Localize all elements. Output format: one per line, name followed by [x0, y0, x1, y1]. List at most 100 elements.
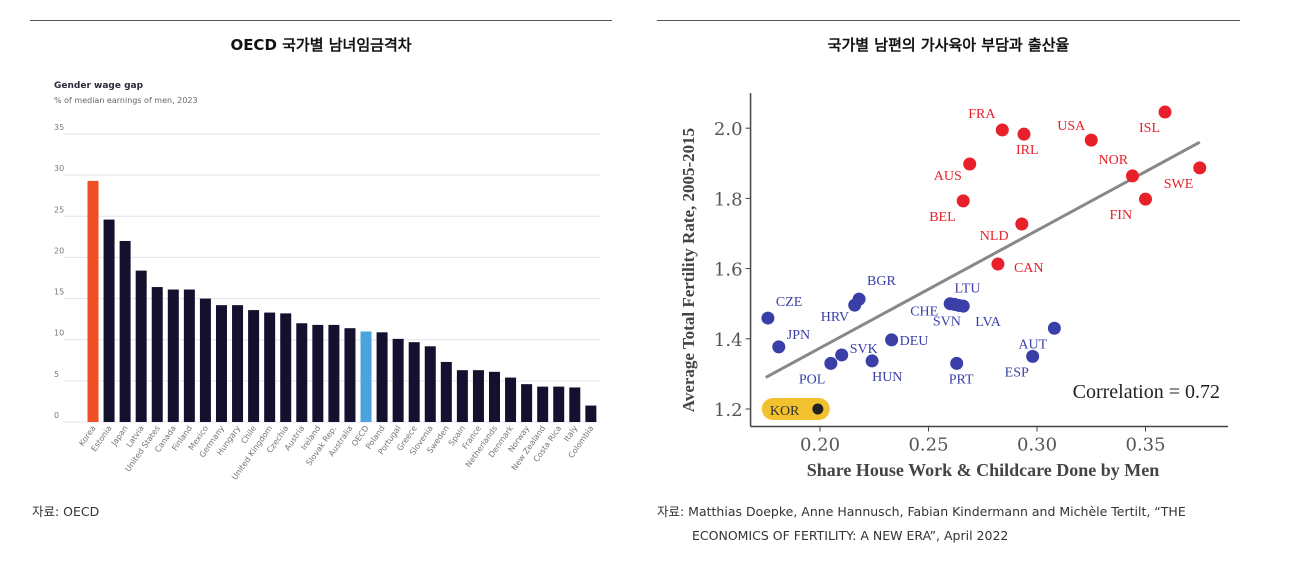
- point-label: CHE: [910, 305, 938, 320]
- point-svk: [835, 348, 849, 362]
- point-label: NLD: [980, 229, 1009, 244]
- bar-italy: [569, 387, 581, 422]
- point-label: FIN: [1110, 208, 1133, 223]
- right-source-line2: ECONOMICS OF FERTILITY: A NEW ERA”, Apri…: [692, 528, 1009, 543]
- bar-united-kingdom: [264, 312, 276, 422]
- point-label: HUN: [872, 370, 902, 385]
- bar-oecd: [360, 331, 372, 422]
- right-top-rule: [657, 20, 1240, 21]
- point-label: CAN: [1014, 261, 1044, 276]
- bar-spain: [456, 370, 468, 422]
- point-hun: [865, 354, 879, 368]
- y-tick-label: 30: [54, 164, 64, 173]
- y-tick-label: 35: [54, 123, 64, 132]
- bar-hungary: [232, 305, 244, 422]
- point-kor: [812, 403, 824, 415]
- kor-highlight: [761, 398, 830, 420]
- x-tick-label: 0.35: [1125, 435, 1165, 456]
- point-nor: [1125, 169, 1139, 183]
- x-tick-label: 0.25: [908, 435, 948, 456]
- point-pol: [824, 356, 838, 370]
- point-fin: [1139, 192, 1152, 206]
- point-cze: [761, 311, 775, 325]
- y-tick-label: 1.8: [714, 189, 743, 210]
- point-label: LVA: [975, 315, 1002, 330]
- y-tick-label: 1.6: [714, 260, 743, 281]
- point-aus: [963, 157, 977, 171]
- point-label: BGR: [867, 274, 896, 289]
- point-label: SVK: [850, 342, 878, 357]
- point-label: LTU: [955, 281, 981, 296]
- point-label: KOR: [770, 404, 800, 419]
- point-label: NOR: [1098, 153, 1128, 168]
- point-label: ISL: [1139, 121, 1160, 136]
- point-irl: [1017, 127, 1031, 141]
- bar-portugal: [392, 338, 404, 422]
- bar-austria: [296, 323, 308, 422]
- x-tick-label: 0.30: [1017, 435, 1057, 456]
- point-label: JPN: [787, 328, 810, 343]
- bar-finland: [183, 289, 195, 422]
- bar-slovak-rep-: [328, 324, 340, 422]
- point-bel: [956, 194, 970, 208]
- point-label: SWE: [1164, 177, 1194, 192]
- bar-australia: [344, 328, 356, 422]
- point-label: USA: [1057, 119, 1086, 134]
- point-deu: [885, 333, 899, 347]
- trend-line: [765, 140, 1201, 379]
- right-source-line1: 자료: Matthias Doepke, Anne Hannusch, Fabi…: [657, 504, 1186, 519]
- correlation-annotation: Correlation = 0.72: [1073, 381, 1220, 403]
- y-tick-label: 2.0: [714, 119, 743, 140]
- y-tick-label: 25: [54, 205, 64, 214]
- point-usa: [1084, 133, 1098, 147]
- bar-norway: [521, 384, 533, 422]
- point-fra: [995, 123, 1009, 137]
- x-tick-label: 0.20: [800, 435, 840, 456]
- bar-slovenia: [424, 346, 436, 422]
- bar-estonia: [103, 219, 115, 422]
- bar-poland: [376, 332, 388, 422]
- bar-germany: [215, 305, 227, 422]
- point-label: AUT: [1018, 337, 1047, 352]
- bar-chile: [248, 310, 260, 422]
- point-label: ESP: [1005, 365, 1029, 380]
- bar-mexico: [199, 298, 211, 422]
- point-prt: [950, 356, 964, 370]
- point-bgr: [852, 292, 866, 306]
- point-can: [991, 257, 1005, 271]
- y-tick-label: 10: [54, 329, 64, 338]
- bar-colombia: [585, 405, 597, 422]
- bar-latvia: [135, 270, 147, 422]
- bar-chart-title: Gender wage gap: [54, 81, 144, 91]
- point-isl: [1158, 105, 1172, 119]
- bar-czechia: [280, 313, 292, 422]
- point-label: PRT: [949, 372, 974, 387]
- bar-united-states: [151, 287, 163, 422]
- y-tick-label: 15: [54, 288, 64, 297]
- point-lva: [956, 299, 970, 313]
- y-tick-label: 0: [54, 411, 59, 420]
- y-tick-label: 20: [54, 246, 64, 255]
- point-label: AUS: [934, 169, 962, 184]
- left-panel-title: OECD 국가별 남녀임금격차: [230, 36, 412, 54]
- x-axis-label: Share House Work & Childcare Done by Men: [807, 460, 1160, 480]
- bar-japan: [119, 240, 131, 422]
- point-label: CZE: [776, 295, 802, 310]
- left-top-rule: [30, 20, 612, 21]
- bar-netherlands: [489, 371, 500, 422]
- point-label: HRV: [821, 310, 849, 325]
- y-tick-label: 5: [54, 370, 59, 379]
- point-aut: [1047, 321, 1061, 335]
- point-label: POL: [799, 372, 825, 387]
- bar-canada: [167, 289, 179, 422]
- point-label: IRL: [1016, 143, 1039, 158]
- point-label: SVN: [933, 314, 961, 329]
- bar-ireland: [312, 324, 324, 422]
- bar-costa-rica: [553, 386, 565, 422]
- bar-new-zealand: [537, 386, 549, 422]
- point-jpn: [772, 340, 786, 354]
- bar-sweden: [440, 361, 452, 422]
- point-label: DEU: [900, 334, 929, 349]
- point-label: BEL: [929, 210, 955, 225]
